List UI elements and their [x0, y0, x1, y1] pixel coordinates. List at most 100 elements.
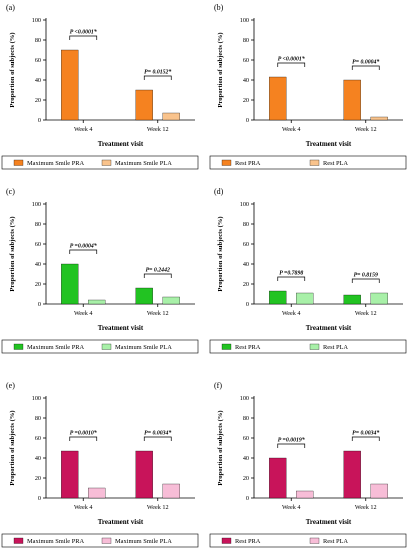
- p-value-label: P =0.0010*: [70, 430, 97, 437]
- bar-1-0: [88, 299, 106, 305]
- legend-label-0: Rest PRA: [235, 160, 261, 167]
- significance-bracket: [143, 75, 172, 80]
- legend-label-1: Rest PLA: [323, 344, 348, 351]
- x-axis-title: Treatment visit: [306, 518, 352, 526]
- significance-bracket: [277, 62, 306, 67]
- legend-label-1: Rest PLA: [323, 160, 348, 167]
- panel-label: (e): [6, 381, 15, 390]
- category-label: Week 4: [74, 126, 93, 133]
- y-tick-label: 20: [35, 97, 41, 104]
- chart-panel-3: (d) Proportion of subjects (%) 0 20 40 60 80 10…: [209, 187, 407, 354]
- chart-panel-2: (c) Proportion of subjects (%) 0 20 40 60 80 10…: [1, 187, 199, 354]
- y-tick-label: 40: [35, 77, 41, 84]
- bar-0-1: [343, 294, 361, 305]
- y-tick-label: 0: [246, 301, 249, 308]
- legend-label-0: Rest PRA: [235, 344, 261, 351]
- y-axis-title: Proportion of subjects (%): [9, 216, 16, 291]
- panel-label: (d): [214, 187, 224, 196]
- y-tick-label: 60: [35, 435, 41, 442]
- bar-0-0: [61, 263, 79, 305]
- significance-bracket: [69, 436, 98, 441]
- legend-label-0: Rest PRA: [235, 538, 261, 545]
- category-label: Week 12: [147, 504, 169, 511]
- bar-1-0: [88, 487, 106, 499]
- bar-0-0: [269, 457, 287, 499]
- category-label: Week 4: [74, 310, 93, 317]
- y-tick-label: 60: [35, 57, 41, 64]
- bar-1-1: [162, 296, 180, 305]
- y-tick-label: 80: [243, 415, 249, 422]
- p-value-label: P= 0.0004*: [352, 59, 379, 66]
- category-label: Week 4: [282, 126, 301, 133]
- p-value-label: P= 0.8159: [354, 273, 378, 279]
- y-tick-label: 40: [243, 261, 249, 268]
- category-label: Week 4: [74, 504, 93, 511]
- bar-0-1: [343, 450, 361, 499]
- panel-label: (b): [214, 3, 224, 12]
- significance-bracket: [351, 65, 380, 70]
- bar-0-1: [135, 287, 153, 305]
- x-axis-title: Treatment visit: [306, 324, 352, 332]
- significance-bracket: [351, 436, 380, 441]
- y-axis-title: Proportion of subjects (%): [9, 410, 16, 485]
- legend-label-1: Maximum Smile PLA: [115, 160, 172, 167]
- y-tick-label: 100: [240, 17, 249, 24]
- y-tick-label: 40: [243, 455, 249, 462]
- significance-bracket: [143, 273, 172, 278]
- panel-label: (f): [214, 381, 222, 390]
- panel-label: (a): [6, 3, 15, 12]
- y-tick-label: 80: [35, 415, 41, 422]
- legend-swatch-1: [309, 537, 320, 544]
- p-value-label: P =0.0004*: [70, 243, 97, 250]
- legend-swatch-0: [221, 343, 232, 350]
- legend-label-1: Maximum Smile PLA: [115, 344, 172, 351]
- y-tick-label: 0: [246, 117, 249, 124]
- bar-1-1: [162, 112, 180, 121]
- bar-0-1: [343, 79, 361, 121]
- legend-swatch-1: [101, 159, 112, 166]
- legend-box: [209, 155, 407, 170]
- p-value-label: P= 0.0034*: [352, 430, 379, 437]
- y-tick-label: 80: [243, 37, 249, 44]
- y-tick-label: 20: [243, 475, 249, 482]
- p-value-label: P =0.0019*: [278, 437, 305, 444]
- category-label: Week 12: [147, 126, 169, 133]
- bar-1-1: [162, 483, 180, 499]
- y-axis-title: Proportion of subjects (%): [217, 216, 224, 291]
- y-axis-title: Proportion of subjects (%): [9, 32, 16, 107]
- bar-1-1: [370, 292, 388, 305]
- category-label: Week 4: [282, 504, 301, 511]
- bar-0-0: [269, 76, 287, 121]
- y-tick-label: 40: [35, 455, 41, 462]
- x-axis-title: Treatment visit: [98, 140, 144, 148]
- bar-1-1: [370, 483, 388, 499]
- legend-swatch-1: [101, 537, 112, 544]
- category-label: Week 4: [282, 310, 301, 317]
- y-axis-title: Proportion of subjects (%): [217, 32, 224, 107]
- legend-swatch-0: [13, 159, 24, 166]
- legend-label-0: Maximum Smile PRA: [27, 160, 85, 167]
- y-tick-label: 0: [38, 301, 41, 308]
- legend-label-1: Rest PLA: [323, 538, 348, 545]
- legend-swatch-0: [13, 343, 24, 350]
- y-tick-label: 100: [240, 201, 249, 208]
- legend-box: [1, 339, 199, 354]
- p-value-label: P= 0.0152*: [144, 69, 171, 76]
- y-tick-label: 40: [35, 261, 41, 268]
- legend-swatch-1: [309, 159, 320, 166]
- bar-1-0: [296, 490, 314, 499]
- y-tick-label: 100: [240, 395, 249, 402]
- p-value-label: P= 0.2442: [146, 268, 170, 274]
- bar-0-0: [61, 450, 79, 499]
- legend-box: [1, 533, 199, 548]
- chart-panel-1: (b) Proportion of subjects (%) 0 20 40 60 80 10…: [209, 3, 407, 170]
- bar-0-0: [61, 49, 79, 121]
- legend-label-1: Maximum Smile PLA: [115, 538, 172, 545]
- y-tick-label: 100: [32, 201, 41, 208]
- y-tick-label: 40: [243, 77, 249, 84]
- x-axis-title: Treatment visit: [98, 324, 144, 332]
- bar-1-1: [370, 116, 388, 121]
- y-tick-label: 0: [246, 495, 249, 502]
- significance-bracket: [69, 35, 98, 40]
- p-value-label: P <0.0001*: [278, 56, 305, 63]
